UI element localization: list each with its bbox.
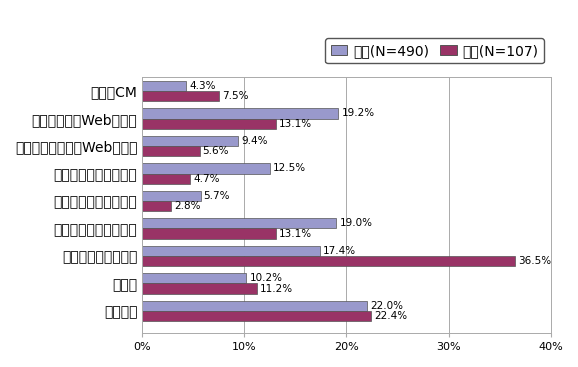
Text: 17.4%: 17.4% — [323, 246, 356, 256]
Bar — [142, 119, 276, 129]
Text: 22.4%: 22.4% — [374, 311, 407, 321]
Bar — [142, 283, 257, 294]
Text: 4.3%: 4.3% — [190, 81, 216, 91]
Text: 2.8%: 2.8% — [174, 201, 201, 211]
Bar — [142, 91, 219, 101]
Text: 12.5%: 12.5% — [273, 163, 306, 173]
Text: 13.1%: 13.1% — [279, 229, 312, 239]
Bar — [142, 190, 201, 201]
Text: 11.2%: 11.2% — [260, 284, 293, 294]
Bar — [142, 311, 371, 321]
Text: 13.1%: 13.1% — [279, 119, 312, 129]
Text: 4.7%: 4.7% — [194, 174, 220, 184]
Text: 10.2%: 10.2% — [250, 273, 283, 283]
Text: 5.6%: 5.6% — [202, 146, 229, 156]
Bar — [142, 163, 270, 174]
Bar — [142, 135, 238, 146]
Text: 22.0%: 22.0% — [370, 301, 403, 311]
Text: 19.0%: 19.0% — [339, 218, 372, 228]
Bar — [142, 218, 336, 229]
Text: 7.5%: 7.5% — [222, 91, 249, 101]
Text: 19.2%: 19.2% — [342, 108, 375, 118]
Legend: 男性(N=490), 女性(N=107): 男性(N=490), 女性(N=107) — [325, 38, 544, 63]
Bar — [142, 108, 338, 119]
Bar — [142, 201, 171, 211]
Bar — [142, 273, 246, 283]
Bar — [142, 174, 190, 184]
Bar — [142, 146, 199, 156]
Bar — [142, 256, 515, 266]
Bar — [142, 229, 276, 239]
Bar — [142, 81, 186, 91]
Text: 36.5%: 36.5% — [518, 256, 551, 266]
Bar — [142, 301, 367, 311]
Text: 9.4%: 9.4% — [242, 136, 268, 146]
Text: 5.7%: 5.7% — [203, 191, 230, 201]
Bar — [142, 246, 320, 256]
